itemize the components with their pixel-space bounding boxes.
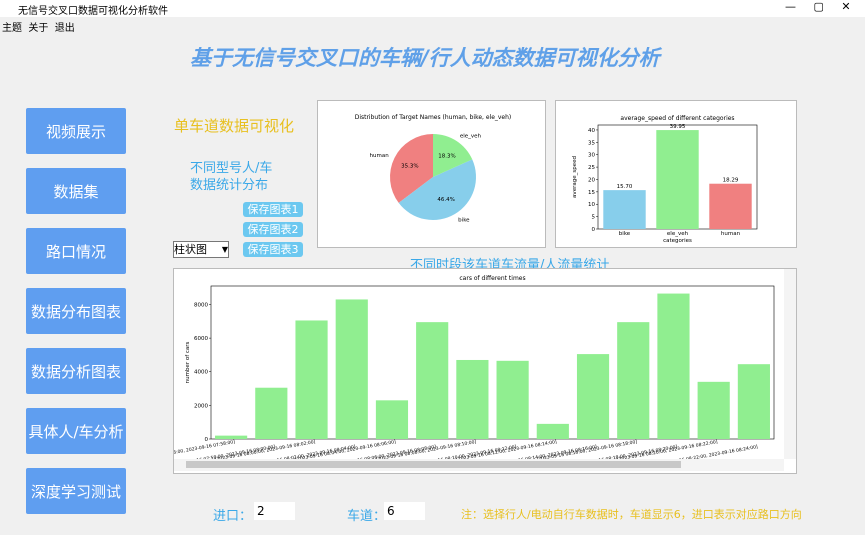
main-title: 基于无信号交叉口的车辆/行人动态数据可视化分析 — [190, 46, 660, 70]
menu-item[interactable]: 主题 — [2, 23, 22, 34]
category-label: ele_veh — [460, 133, 482, 139]
slice-label: 46.4% — [437, 197, 454, 203]
y-tick-label: 6000 — [194, 336, 208, 342]
y-tick-label: 20 — [588, 177, 595, 183]
window-controls[interactable]: — ▢ ✕ — [785, 0, 851, 13]
v-scrollbar[interactable] — [784, 269, 796, 459]
nav-button[interactable]: 具体人/车分析 — [26, 408, 126, 454]
chart-type-select[interactable]: 柱状图 ▼ — [173, 241, 229, 258]
subtitle: 数据统计分布 — [190, 178, 269, 193]
bar — [603, 190, 646, 229]
bar — [456, 359, 489, 439]
bar — [697, 381, 730, 439]
bar — [416, 322, 449, 439]
value-label: 39.95 — [670, 124, 686, 130]
menu-bar: 主题 关于 退出 — [2, 19, 75, 34]
x-tick-label: human — [721, 231, 741, 237]
y-axis-label: number of cars — [185, 341, 191, 383]
nav-button[interactable]: 视频展示 — [26, 108, 126, 154]
y-tick-label: 0 — [205, 437, 209, 443]
chart-title: cars of different times — [459, 275, 525, 282]
bar — [536, 423, 569, 439]
y-tick-label: 10 — [588, 202, 595, 208]
nav-button[interactable]: 数据分析图表 — [26, 348, 126, 394]
bar-chart: cars of different times 0 2000 4000 6000 8000… — [134, 275, 775, 468]
y-tick-label: 15 — [588, 190, 595, 196]
bar — [496, 360, 529, 439]
bar — [255, 387, 288, 439]
bar — [737, 364, 770, 439]
x-tick-label: bike — [619, 231, 631, 237]
save-button[interactable]: 保存图表2 — [243, 222, 303, 237]
save-button[interactable]: 保存图表3 — [243, 242, 303, 257]
y-tick-label: 5 — [592, 215, 596, 221]
bar-chart: average_speed of different categories 0 5 1… — [572, 115, 758, 244]
bar — [375, 400, 409, 439]
x-axis-label: categories — [663, 238, 692, 244]
chart-title: average_speed of different categories — [620, 115, 734, 122]
pie-slice — [398, 159, 477, 221]
value-label: 18.29 — [723, 178, 739, 184]
scroll-thumb[interactable] — [186, 461, 681, 468]
x-tick-label: ele_veh — [667, 231, 689, 237]
chart-frame: Distribution of Target Names (human, bik… — [317, 100, 546, 248]
entrance-input[interactable]: 2 — [254, 502, 295, 520]
chart-frame: cars of different times 0 2000 4000 6000 8000… — [134, 268, 797, 474]
nav-button[interactable]: 数据分布图表 — [26, 288, 126, 334]
bar — [215, 435, 248, 439]
note: 注：选择行人/电动自行车数据时，车道显示6，进口表示对应路口方向 — [461, 508, 802, 521]
lane-label: 车道： — [347, 509, 387, 524]
entrance-label: 进口： — [213, 509, 253, 524]
bar — [657, 293, 690, 439]
menu-item[interactable]: 关于 — [28, 23, 49, 34]
y-tick-label: 35 — [588, 140, 595, 146]
y-tick-label: 2000 — [194, 403, 208, 409]
y-tick-label: 30 — [588, 153, 595, 159]
chart-frame: average_speed of different categories 0 5 1… — [555, 100, 797, 248]
save-button[interactable]: 保存图表1 — [243, 202, 303, 217]
pie-chart: Distribution of Target Names (human, bik… — [355, 114, 512, 224]
y-tick-label: 0 — [592, 227, 596, 233]
title-bar: 无信号交叉口数据可视化分析软件 — ▢ ✕ — [0, 0, 865, 17]
bar — [656, 130, 699, 229]
bar — [576, 354, 610, 439]
nav-button[interactable]: 深度学习测试 — [26, 468, 126, 514]
plot-area — [210, 285, 775, 440]
y-tick-label: 4000 — [194, 370, 208, 376]
y-axis-label: average_speed — [572, 156, 578, 198]
slice-label: 35.3% — [401, 164, 418, 170]
slice-label: 18.3% — [438, 153, 455, 159]
nav-button[interactable]: 数据集 — [26, 168, 126, 214]
lane-input[interactable]: 6 — [384, 502, 425, 520]
bar — [335, 299, 368, 439]
section-title: 单车道数据可视化 — [174, 117, 295, 135]
y-tick-label: 8000 — [194, 302, 208, 308]
pie-slice — [390, 134, 433, 203]
bar — [617, 322, 650, 439]
category-label: human — [370, 153, 390, 159]
nav-button[interactable]: 路口情况 — [26, 228, 126, 274]
h-scrollbar[interactable] — [174, 459, 784, 471]
bar — [295, 320, 328, 439]
subtitle: 不同型号人/车 — [190, 161, 273, 176]
menu-item[interactable]: 退出 — [54, 23, 75, 34]
pie-slice — [433, 134, 473, 177]
window-title: 无信号交叉口数据可视化分析软件 — [18, 6, 168, 17]
bar — [709, 183, 752, 229]
y-tick-label: 40 — [588, 128, 595, 134]
y-tick-label: 25 — [588, 165, 595, 171]
category-label: bike — [458, 218, 470, 224]
chart-title: Distribution of Target Names (human, bik… — [355, 114, 512, 121]
select-value: 柱状图 — [174, 243, 207, 256]
value-label: 15.70 — [617, 184, 633, 190]
